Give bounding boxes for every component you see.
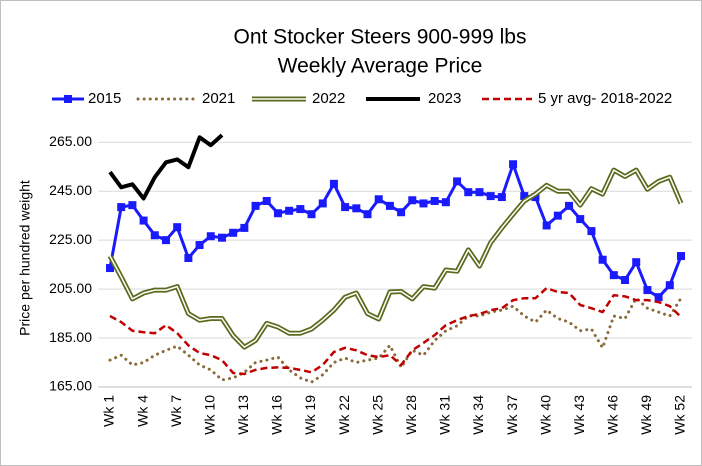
marker [397,208,406,217]
legend-label: 2021 [202,90,235,107]
marker [229,228,238,237]
marker [161,236,170,245]
marker [296,205,305,214]
marker [363,210,372,219]
marker [643,286,652,295]
marker [273,209,282,218]
x-tick-label: Wk 19 [302,395,318,435]
legend-label: 5 yr avg- 2018-2022 [538,90,672,107]
marker [576,215,585,224]
x-tick-label: Wk 1 [101,395,117,427]
marker [509,160,518,169]
marker [587,227,596,236]
x-tick-label: Wk 49 [638,395,654,435]
marker [251,201,260,210]
marker [150,231,159,240]
x-tick-label: Wk 28 [403,395,419,435]
marker [240,223,249,232]
series-line [108,133,224,201]
marker [665,281,674,290]
marker [385,201,394,210]
legend-marker [64,95,72,103]
legend-label: 2015 [88,90,121,107]
x-tick-label: Wk 43 [571,395,587,435]
marker [117,203,126,212]
marker [262,196,271,205]
marker [475,188,484,197]
marker [341,203,350,212]
marker [408,196,417,205]
chart-subtitle: Weekly Average Price [278,55,483,78]
y-tick-label: 225.00 [49,231,92,247]
marker [464,188,473,197]
marker [654,293,663,302]
marker [318,199,327,208]
marker [632,258,641,267]
marker [184,254,193,263]
y-axis-label: Price per hundred weight [17,180,33,336]
y-tick-label: 165.00 [49,378,92,394]
marker [520,192,529,201]
marker [621,276,630,285]
marker [430,196,439,205]
x-tick-label: Wk 25 [369,395,385,435]
y-tick-label: 245.00 [49,182,92,198]
x-tick-label: Wk 52 [672,395,688,435]
x-tick-label: Wk 22 [336,395,352,435]
series-line [108,162,683,299]
marker [374,195,383,204]
x-tick-label: Wk 7 [168,395,184,427]
chart-title: Ont Stocker Steers 900-999 lbs [234,26,527,49]
legend-label: 2022 [312,90,345,107]
marker [609,271,618,280]
marker [497,193,506,202]
marker [329,179,338,188]
marker [565,201,574,210]
x-tick-label: Wk 40 [537,395,553,435]
y-tick-label: 265.00 [49,133,92,149]
series-line-inner [109,169,682,348]
marker [542,221,551,230]
y-tick-label: 185.00 [49,329,92,345]
marker [419,199,428,208]
x-tick-label: Wk 13 [235,395,251,435]
marker [453,177,462,186]
marker [217,233,226,242]
x-tick-label: Wk 34 [470,395,486,435]
marker [352,204,361,213]
series-line [109,286,682,376]
x-tick-label: Wk 16 [269,395,285,435]
marker [285,206,294,215]
marker [128,201,137,210]
marker [553,211,562,220]
x-tick-label: Wk 4 [134,395,150,427]
series-line [108,296,683,384]
x-tick-label: Wk 46 [605,395,621,435]
marker [106,264,114,273]
marker [677,252,685,261]
marker [598,255,607,264]
x-tick-label: Wk 37 [504,395,520,435]
marker [486,192,495,201]
x-tick-label: Wk 10 [201,395,217,435]
y-tick-label: 205.00 [49,280,92,296]
marker [206,232,215,241]
marker [139,216,148,225]
marker [195,241,204,250]
marker [441,198,450,207]
x-tick-label: Wk 31 [437,395,453,435]
legend-label: 2023 [428,90,461,107]
marker [307,210,316,219]
marker [173,223,182,232]
